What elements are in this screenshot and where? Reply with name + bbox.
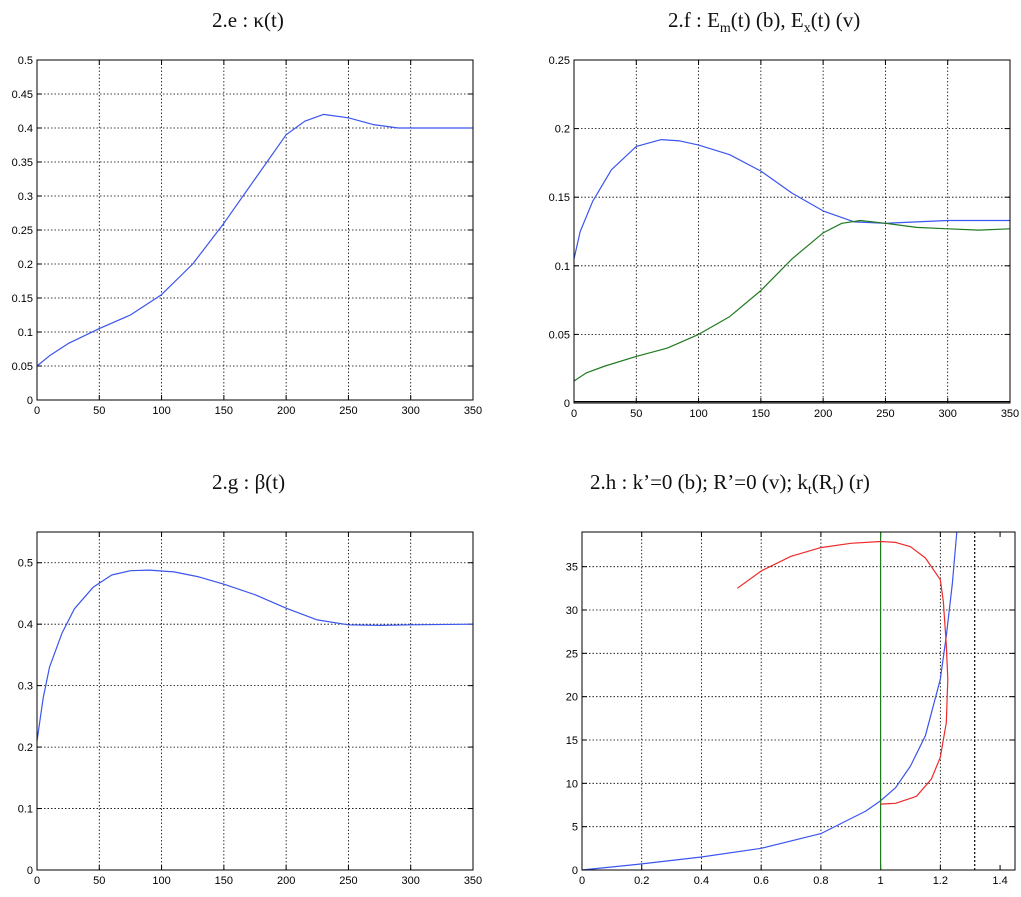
panel-e-ytick-label: 0.1 xyxy=(18,327,33,339)
panel-f-ytick-label: 0 xyxy=(564,398,570,410)
panel-f-title-main: 2.f : E xyxy=(668,8,720,32)
panel-f-ytick-label: 0.15 xyxy=(549,192,570,204)
panel-f-xtick-label: 50 xyxy=(630,408,642,420)
panel-e-xtick-label: 50 xyxy=(93,405,105,417)
panel-e-xtick-label: 100 xyxy=(152,405,170,417)
panel-h-xtick-label: 1.4 xyxy=(992,875,1007,887)
panel-e-xtick-label: 250 xyxy=(339,405,357,417)
panel-h-ytick-label: 0 xyxy=(572,865,578,877)
panel-f-xtick-label: 250 xyxy=(876,408,894,420)
panel-f-title-sub2: x xyxy=(803,21,811,37)
panel-h-ytick-label: 10 xyxy=(566,778,578,790)
panel-f-ytick-label: 0.05 xyxy=(549,329,570,341)
panel-g-title: 2.g : β(t) xyxy=(212,470,286,494)
panel-e-ytick-label: 0.15 xyxy=(12,293,33,305)
panel-h-title-main: 2.h : k’=0 (b); R’=0 (v); k xyxy=(590,470,808,494)
panel-e-plot-frame xyxy=(36,59,474,401)
panel-f-title: 2.f : Em(t) (b), Ex(t) (v) xyxy=(668,8,860,37)
panel-h-title-sub1: t xyxy=(807,483,812,499)
panel-e-ytick-label: 0.05 xyxy=(12,361,33,373)
panel-h-plot-frame xyxy=(581,531,1016,871)
panel-e-ytick-label: 0.25 xyxy=(12,225,33,237)
panel-g-xtick-label: 100 xyxy=(152,875,170,887)
panel-f-ytick-label: 0.25 xyxy=(549,55,570,67)
panel-f-xtick-label: 100 xyxy=(689,408,707,420)
panel-g-xtick-label: 150 xyxy=(215,875,233,887)
panel-h-ytick-label: 5 xyxy=(572,822,578,834)
panel-h-xtick-label: 1.2 xyxy=(933,875,948,887)
panel-e-ytick-label: 0.45 xyxy=(12,89,33,101)
panel-h-xtick-label: 0 xyxy=(579,875,585,887)
panel-g-plot-frame xyxy=(36,531,474,871)
panel-h-title-end: ) (r) xyxy=(836,470,870,494)
panel-e-xtick-label: 200 xyxy=(277,405,295,417)
panel-e-xtick-label: 150 xyxy=(215,405,233,417)
panel-h-series-blue-line xyxy=(581,531,958,871)
panel-e-ytick-label: 0.3 xyxy=(18,191,33,203)
panel-h-ytick-label: 35 xyxy=(566,562,578,574)
panel-h-title-sub2: t xyxy=(832,483,837,499)
panel-f-xtick-label: 200 xyxy=(814,408,832,420)
panel-h-chart: 0 0.2 0.4 0.6 0.8 1 1.2 1.4 0 5 10 15 20 25 30 35 xyxy=(566,531,1016,887)
panel-e-ytick-label: 0.2 xyxy=(18,259,33,271)
panel-h-xtick-label: 0.4 xyxy=(694,875,709,887)
panel-e-ytick-label: 0 xyxy=(27,395,33,407)
panel-f-title-mid: (t) (b), E xyxy=(730,8,804,32)
panel-e-series-blue-line xyxy=(36,113,473,367)
panel-g-xtick-label: 200 xyxy=(277,875,295,887)
panel-f-series-blue-line xyxy=(573,139,1010,260)
panel-g-ytick-label: 0.2 xyxy=(18,742,33,754)
panel-h-xtick-label: 0.6 xyxy=(754,875,769,887)
panel-g-ytick-label: 0.3 xyxy=(18,681,33,693)
panel-e-ytick-label: 0.4 xyxy=(18,123,33,135)
panel-f-plot-frame xyxy=(573,59,1011,404)
panel-h-series-red-line xyxy=(736,540,949,805)
panel-h-ytick-label: 30 xyxy=(566,605,578,617)
panel-e-title: 2.e : κ(t) xyxy=(212,8,284,32)
panel-f-xtick-label: 350 xyxy=(1001,408,1019,420)
panel-f-ytick-label: 0.2 xyxy=(555,124,570,136)
panel-h-title-mid: (R xyxy=(811,470,833,494)
panel-h-xtick-label: 0.2 xyxy=(634,875,649,887)
panel-e-xtick-label: 350 xyxy=(464,405,482,417)
panel-g-ytick-label: 0.1 xyxy=(18,804,33,816)
panel-f-ytick-label: 0.1 xyxy=(555,261,570,273)
panel-f-series-green-line xyxy=(573,219,1011,382)
panel-h-ytick-label: 25 xyxy=(566,648,578,660)
panel-f-xtick-label: 300 xyxy=(939,408,957,420)
panel-g-xtick-label: 250 xyxy=(339,875,357,887)
panel-f-xtick-label: 150 xyxy=(752,408,770,420)
panel-g-ytick-label: 0 xyxy=(27,865,33,877)
panel-g-xtick-label: 300 xyxy=(402,875,420,887)
panel-f-chart: 0 50 100 150 200 250 300 350 0 0.05 0.1 0.15 0.2 0.25 xyxy=(549,55,1020,420)
panel-e-xtick-label: 0 xyxy=(34,405,40,417)
panel-g-xtick-label: 50 xyxy=(93,875,105,887)
panel-f-title-end: (t) (v) xyxy=(810,8,861,32)
panel-h-xtick-label: 0.8 xyxy=(813,875,828,887)
panel-g-ytick-label: 0.4 xyxy=(18,619,33,631)
panel-h-ytick-label: 15 xyxy=(566,735,578,747)
panel-f-title-sub1: m xyxy=(719,21,731,37)
panel-e-ytick-label: 0.5 xyxy=(18,55,33,67)
panel-g-chart: 0 50 100 150 200 250 300 350 0 0.1 0.2 0.3 0.4 0.5 xyxy=(18,531,482,887)
panel-g-xtick-label: 0 xyxy=(34,875,40,887)
panel-g-series-blue-line xyxy=(36,569,474,741)
panel-e-ytick-label: 0.35 xyxy=(12,157,33,169)
panel-h-title: 2.h : k’=0 (b); R’=0 (v); kt(Rt) (r) xyxy=(590,470,870,499)
panel-e-xtick-label: 300 xyxy=(402,405,420,417)
panel-h-xtick-label: 1 xyxy=(878,875,884,887)
panel-g-xtick-label: 350 xyxy=(464,875,482,887)
panel-f-xtick-label: 0 xyxy=(571,408,577,420)
panel-e-chart: 0 50 100 150 200 250 300 350 0 0.05 0.1 0.15 0.2 0.25… xyxy=(12,55,483,417)
panel-h-ytick-label: 20 xyxy=(566,692,578,704)
panel-g-ytick-label: 0.5 xyxy=(18,558,33,570)
